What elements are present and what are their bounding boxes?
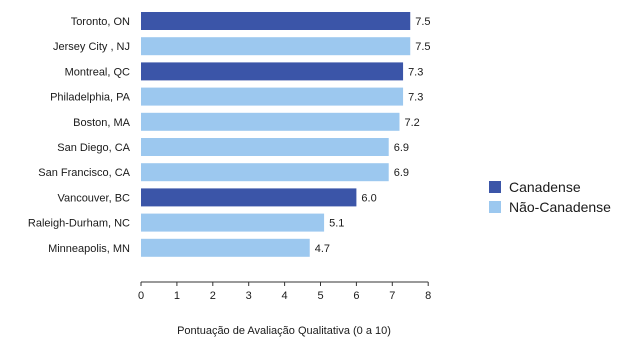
x-tick-label: 2	[210, 290, 216, 302]
category-labels: Toronto, ON Jersey City , NJ Montreal, QC P…	[28, 16, 131, 255]
bar	[141, 238, 310, 257]
bar	[141, 12, 411, 30]
x-tick-label: 1	[174, 290, 180, 302]
bar	[141, 37, 411, 56]
category-label: Raleigh-Durham, NC	[28, 218, 130, 230]
category-label: San Diego, CA	[57, 142, 130, 154]
x-tick-label: 3	[246, 290, 252, 302]
category-label: Philadelphia, PA	[50, 92, 131, 104]
legend: Canadense Não-Canadense	[489, 179, 611, 215]
bar	[141, 62, 404, 81]
value-label: 7.3	[408, 66, 423, 78]
category-label: Vancouver, BC	[57, 192, 130, 204]
value-label: 7.5	[415, 16, 430, 28]
value-label: 7.3	[408, 92, 423, 104]
x-tick-label: 5	[317, 290, 323, 302]
x-tick-label: 4	[282, 290, 288, 302]
bars-group	[141, 12, 411, 257]
category-label: Boston, MA	[73, 117, 131, 129]
bar	[141, 138, 389, 156]
legend-swatch	[489, 181, 501, 193]
bar	[141, 188, 357, 207]
category-label: Montreal, QC	[65, 66, 130, 78]
legend-label: Não-Canadense	[509, 199, 611, 215]
category-label: Jersey City , NJ	[53, 41, 130, 53]
x-axis: 0 1 2 3 4 5 6 7 8	[138, 281, 431, 302]
x-tick-label: 7	[389, 290, 395, 302]
legend-swatch	[489, 201, 501, 213]
value-labels: 7.5 7.5 7.3 7.3 7.2 6.9 6.9 6.0 5.1 4.7	[315, 16, 431, 255]
legend-label: Canadense	[509, 179, 581, 195]
value-label: 6.0	[361, 192, 376, 204]
value-label: 5.1	[329, 218, 344, 230]
value-label: 7.2	[404, 117, 419, 129]
category-label: San Francisco, CA	[38, 167, 130, 179]
bar	[141, 213, 325, 232]
bar	[141, 87, 404, 106]
value-label: 7.5	[415, 41, 430, 53]
x-tick-label: 8	[425, 290, 431, 302]
value-label: 6.9	[394, 167, 409, 179]
value-label: 4.7	[315, 243, 330, 255]
bar	[141, 112, 400, 131]
value-label: 6.9	[394, 142, 409, 154]
x-tick-label: 0	[138, 290, 144, 302]
x-axis-title: Pontuação de Avaliação Qualitativa (0 a …	[177, 325, 391, 337]
category-label: Toronto, ON	[71, 16, 130, 28]
x-tick-label: 6	[353, 290, 359, 302]
category-label: Minneapolis, MN	[48, 243, 130, 255]
bar	[141, 163, 389, 182]
